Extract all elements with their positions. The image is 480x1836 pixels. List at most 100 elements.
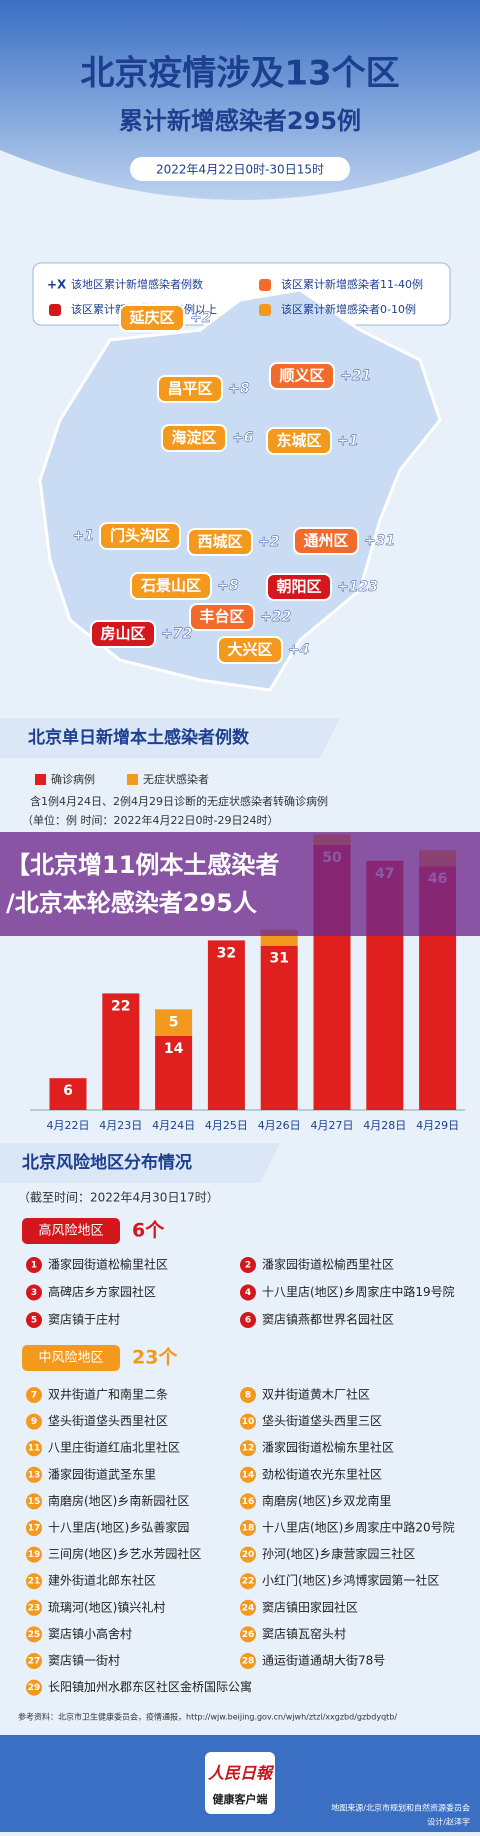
x-tick-label: 4月29日 xyxy=(416,1119,459,1132)
risk-title: 北京风险地区分布情况 xyxy=(22,1152,192,1173)
date-pill xyxy=(130,157,350,181)
bar-segment xyxy=(155,1009,193,1036)
rank-number: 23 xyxy=(28,1603,41,1613)
rank-badge xyxy=(26,1599,42,1616)
rank-badge xyxy=(26,1440,42,1457)
rank-badge xyxy=(26,1546,42,1563)
reference: 参考资料：北京市卫生健康委员会，疫情通报，http://wjw.beijing.… xyxy=(18,1712,397,1722)
x-tick-label: 4月22日 xyxy=(47,1119,90,1132)
value-label: 32 xyxy=(217,945,236,961)
area-name: 小红门(地区)乡鸿博家园第一社区 xyxy=(262,1573,439,1588)
area-name: 垡头街道垡头西里三区 xyxy=(262,1413,382,1428)
area-name: 十八里店(地区)乡周家庄中路19号院 xyxy=(262,1284,455,1299)
rank-number: 2 xyxy=(245,1261,251,1271)
map-source: 地图来源/北京市规划和自然资源委员会 xyxy=(331,1803,470,1813)
risk-pill xyxy=(22,1218,120,1244)
rank-number: 20 xyxy=(242,1550,255,1560)
rank-badge xyxy=(240,1257,256,1273)
rank-number: 25 xyxy=(28,1630,41,1640)
district-pill xyxy=(130,572,212,600)
district-value: +4 xyxy=(288,642,309,658)
value-label: 22 xyxy=(111,998,130,1014)
rank-badge xyxy=(240,1312,256,1328)
legend-text: 该区累计新增感染者0-10例 xyxy=(281,302,416,316)
bar-segment xyxy=(207,940,245,1110)
rank-number: 17 xyxy=(28,1524,41,1534)
district-value: +1 xyxy=(73,528,94,544)
chart-title: 北京单日新增本土感染者例数 xyxy=(28,727,250,748)
area-name: 窦店镇燕都世界名园社区 xyxy=(262,1312,394,1327)
area-name: 南磨房(地区)乡双龙南里 xyxy=(262,1493,391,1508)
rank-badge xyxy=(26,1312,42,1328)
area-name: 潘家园街道松榆东里社区 xyxy=(262,1440,394,1455)
district-name: 海淀区 xyxy=(171,429,216,447)
rank-badge xyxy=(240,1520,256,1536)
rank-number: 14 xyxy=(242,1470,255,1480)
area-name: 潘家园街道武圣东里 xyxy=(48,1466,156,1481)
district-name: 顺义区 xyxy=(279,367,324,385)
area-name: 长阳镇加州水郡东区社区金桥国际公寓 xyxy=(48,1679,252,1694)
risk-header-band xyxy=(0,1143,280,1183)
district-pill xyxy=(157,375,223,403)
district-name: 东城区 xyxy=(276,432,321,450)
area-name: 十八里店(地区)乡弘善家园 xyxy=(48,1520,189,1535)
rank-number: 8 xyxy=(245,1391,251,1401)
district-value: +1 xyxy=(337,433,358,449)
area-name: 窦店镇田家园社区 xyxy=(262,1599,358,1614)
rank-number: 22 xyxy=(242,1577,255,1587)
rank-badge xyxy=(240,1626,256,1643)
rank-number: 6 xyxy=(245,1316,251,1326)
logo-bottom: 健康客户端 xyxy=(213,1792,268,1806)
area-name: 劲松街道农光东里社区 xyxy=(262,1466,382,1481)
area-name: 窦店镇于庄村 xyxy=(48,1312,120,1327)
area-name: 八里庄街道红庙北里社区 xyxy=(48,1440,180,1455)
subtitle: 累计新增感染者295例 xyxy=(119,107,361,135)
area-name: 南磨房(地区)乡南新园社区 xyxy=(48,1493,189,1508)
bar-segment xyxy=(49,1078,87,1110)
rank-number: 1 xyxy=(31,1261,37,1271)
district-pill xyxy=(99,522,181,550)
area-name: 高碑店乡方家园社区 xyxy=(48,1284,156,1299)
rank-number: 5 xyxy=(31,1316,37,1326)
area-name: 琉璃河(地区)镇兴礼村 xyxy=(48,1599,165,1614)
rank-badge xyxy=(26,1284,42,1301)
legend-entry: 无症状感染者 xyxy=(143,772,209,786)
district-name: 大兴区 xyxy=(227,641,272,659)
district-name: 昌平区 xyxy=(167,380,212,398)
area-name: 窦店镇小高舍村 xyxy=(48,1626,132,1641)
rank-number: 13 xyxy=(28,1470,41,1480)
rank-number: 9 xyxy=(31,1417,37,1427)
district-pill xyxy=(293,527,359,555)
bar-segment xyxy=(260,945,298,1110)
rank-number: 21 xyxy=(28,1577,41,1587)
area-name: 窦店镇瓦窑头村 xyxy=(262,1626,346,1641)
chart-header-band xyxy=(0,718,340,758)
area-name: 垡头街道垡头西里社区 xyxy=(48,1413,168,1428)
risk-count: 6个 xyxy=(132,1220,165,1242)
x-tick-label: 4月27日 xyxy=(311,1119,354,1132)
bar-segment xyxy=(155,1035,193,1110)
rank-badge xyxy=(26,1520,42,1536)
rank-badge xyxy=(240,1493,256,1510)
district-value: +6 xyxy=(232,430,254,446)
district-pill xyxy=(269,362,335,390)
legend-marker: +X xyxy=(47,278,67,292)
value-label: 14 xyxy=(164,1041,184,1057)
district-value: +22 xyxy=(260,609,291,625)
rank-badge xyxy=(26,1573,42,1590)
rank-number: 16 xyxy=(242,1497,255,1507)
district-value: +31 xyxy=(364,533,395,549)
district-pill xyxy=(161,424,227,452)
area-name: 窦店镇一街村 xyxy=(48,1654,120,1668)
risk-label: 高风险地区 xyxy=(38,1223,103,1239)
district-pill xyxy=(217,636,283,664)
legend-swatch xyxy=(49,304,61,316)
district-value: +21 xyxy=(340,368,371,384)
legend-text: 该区累计新增感染者11-40例 xyxy=(281,277,423,291)
area-name: 潘家园街道松榆里社区 xyxy=(48,1257,168,1272)
rank-badge xyxy=(240,1653,256,1669)
risk-pill xyxy=(22,1345,120,1371)
value-label: 31 xyxy=(269,951,288,967)
rank-number: 4 xyxy=(245,1288,251,1298)
